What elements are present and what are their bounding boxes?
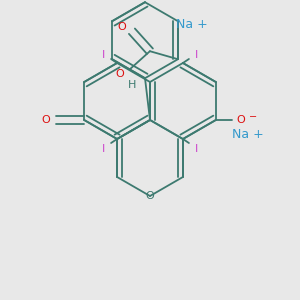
Text: I: I — [101, 50, 105, 60]
Text: O: O — [116, 69, 124, 79]
Text: I: I — [195, 144, 199, 154]
Text: H: H — [128, 80, 136, 90]
Text: Na +: Na + — [176, 19, 208, 32]
Text: O: O — [42, 115, 51, 125]
Text: O: O — [118, 22, 126, 32]
Text: O: O — [146, 191, 154, 201]
Text: Na +: Na + — [232, 128, 264, 142]
Text: −: − — [249, 112, 257, 122]
Text: I: I — [101, 144, 105, 154]
Text: O: O — [236, 115, 245, 125]
Text: I: I — [195, 50, 199, 60]
